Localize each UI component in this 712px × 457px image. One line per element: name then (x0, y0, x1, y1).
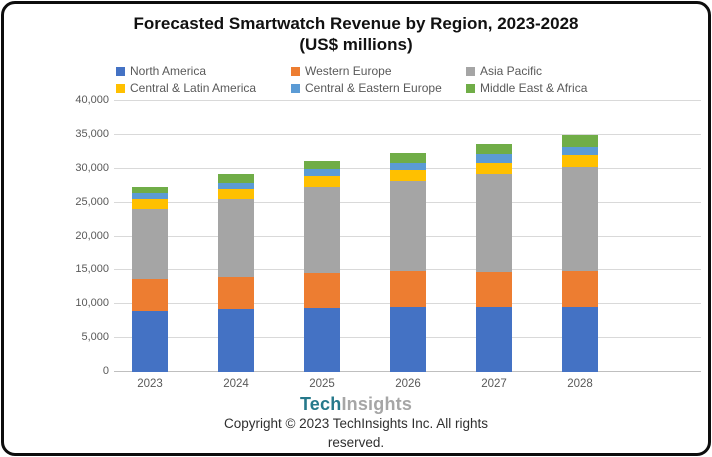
bar-segment-middle-east-africa-2028 (562, 134, 598, 147)
bar-2023 (132, 187, 168, 372)
legend-label: Central & Latin America (130, 81, 257, 95)
bar-segment-central-eastern-europe-2024 (218, 183, 254, 190)
bar-segment-middle-east-africa-2027 (476, 143, 512, 155)
y-tick-label: 40,000 (75, 94, 109, 106)
legend-item-western-europe: Western Europe (291, 64, 466, 78)
legend-item-asia-pacific: Asia Pacific (466, 64, 666, 78)
legend-label: Asia Pacific (480, 64, 543, 78)
bar-2027 (476, 143, 512, 372)
y-tick-label: 10,000 (75, 297, 109, 310)
bar-segment-central-latin-america-2023 (132, 199, 168, 210)
logo-tech-text: Tech (299, 394, 342, 414)
y-tick-label: 5,000 (81, 331, 109, 344)
gridline (114, 133, 701, 135)
legend-label: Western Europe (305, 64, 392, 78)
y-tick-label: 20,000 (75, 229, 109, 242)
legend-label: Middle East & Africa (480, 81, 588, 95)
bar-segment-central-latin-america-2026 (390, 170, 426, 181)
legend-swatch-central-eastern-europe (291, 83, 300, 93)
legend-swatch-western-europe (291, 66, 300, 76)
bar-segment-middle-east-africa-2024 (218, 174, 254, 184)
gridline (114, 100, 701, 101)
bar-segment-western-europe-2025 (304, 273, 340, 308)
chart-title-line1: Forecasted Smartwatch Revenue by Region,… (133, 14, 579, 33)
legend-label: Central & Eastern Europe (305, 81, 442, 95)
x-tick-label-2023: 2023 (137, 378, 163, 390)
chart-title: Forecasted Smartwatch Revenue by Region,… (4, 13, 708, 57)
bar-segment-central-eastern-europe-2027 (476, 154, 512, 163)
bar-segment-western-europe-2023 (132, 279, 168, 312)
bar-segment-western-europe-2024 (218, 277, 254, 309)
bar-segment-central-eastern-europe-2026 (390, 162, 426, 171)
bar-segment-asia-pacific-2028 (562, 166, 598, 272)
logo-insights-text: Insights (341, 394, 413, 414)
y-tick-label: 35,000 (75, 127, 109, 140)
x-tick-label-2024: 2024 (223, 378, 249, 390)
bar-2028 (562, 134, 598, 372)
x-tick-label-2025: 2025 (309, 378, 335, 390)
bar-segment-central-latin-america-2025 (304, 175, 340, 188)
legend-item-middle-east-africa: Middle East & Africa (466, 81, 666, 95)
bar-segment-central-latin-america-2024 (218, 189, 254, 199)
bar-segment-central-latin-america-2027 (476, 162, 512, 174)
chart-title-line2: (US$ millions) (299, 35, 413, 55)
y-tick-label: 25,000 (75, 195, 109, 208)
bar-segment-north-america-2024 (218, 309, 254, 372)
legend-item-central-eastern-europe: Central & Eastern Europe (291, 81, 466, 95)
y-tick-label: 30,000 (75, 161, 109, 174)
bar-segment-asia-pacific-2027 (476, 173, 512, 272)
legend-swatch-middle-east-africa (466, 83, 475, 93)
bar-segment-asia-pacific-2025 (304, 187, 340, 274)
bar-2025 (304, 160, 340, 372)
x-axis: 2023 2024 2025 2026 2027 2028 (4, 378, 712, 394)
bar-segment-asia-pacific-2026 (390, 180, 426, 272)
bar-segment-middle-east-africa-2026 (390, 152, 426, 163)
bar-2024 (218, 174, 254, 372)
plot-area: 0 5,000 10,000 15,000 20,000 25,000 30,000 35,0… (4, 95, 712, 377)
x-tick-label-2026: 2026 (395, 378, 421, 390)
x-tick-label-2027: 2027 (481, 378, 507, 390)
bar-segment-north-america-2026 (390, 307, 426, 372)
bar-segment-central-eastern-europe-2025 (304, 169, 340, 176)
legend-item-north-america: North America (116, 64, 291, 78)
legend-swatch-north-america (116, 66, 125, 76)
bar-segment-western-europe-2028 (562, 271, 598, 307)
bar-segment-north-america-2025 (304, 307, 340, 372)
bar-segment-north-america-2028 (562, 306, 598, 372)
y-tick-label: 0 (102, 365, 109, 377)
legend-swatch-central-latin-america (116, 83, 125, 93)
x-tick-label-2028: 2028 (567, 378, 593, 390)
copyright-text: Copyright © 2023 TechInsights Inc. All r… (223, 416, 489, 450)
bar-segment-central-eastern-europe-2028 (562, 146, 598, 156)
bar-segment-western-europe-2027 (476, 271, 512, 307)
bar-segment-middle-east-africa-2025 (304, 160, 340, 170)
bar-segment-north-america-2027 (476, 306, 512, 372)
legend-swatch-asia-pacific (466, 66, 475, 76)
bar-segment-north-america-2023 (132, 311, 168, 372)
y-tick-label: 15,000 (75, 263, 109, 276)
bar-segment-central-eastern-europe-2023 (132, 193, 168, 200)
bar-segment-central-latin-america-2028 (562, 155, 598, 167)
legend-item-central-latin-america: Central & Latin America (116, 81, 291, 95)
legend-label: North America (130, 64, 207, 78)
bar-segment-asia-pacific-2023 (132, 209, 168, 280)
legend: North America Western Europe Asia Pacific C… (116, 64, 666, 95)
techinsights-logo: TechInsights (4, 394, 708, 415)
bar-segment-asia-pacific-2024 (218, 198, 254, 278)
bar-2026 (390, 152, 426, 372)
bar-segment-western-europe-2026 (390, 271, 426, 308)
bar-segment-middle-east-africa-2023 (132, 187, 168, 194)
